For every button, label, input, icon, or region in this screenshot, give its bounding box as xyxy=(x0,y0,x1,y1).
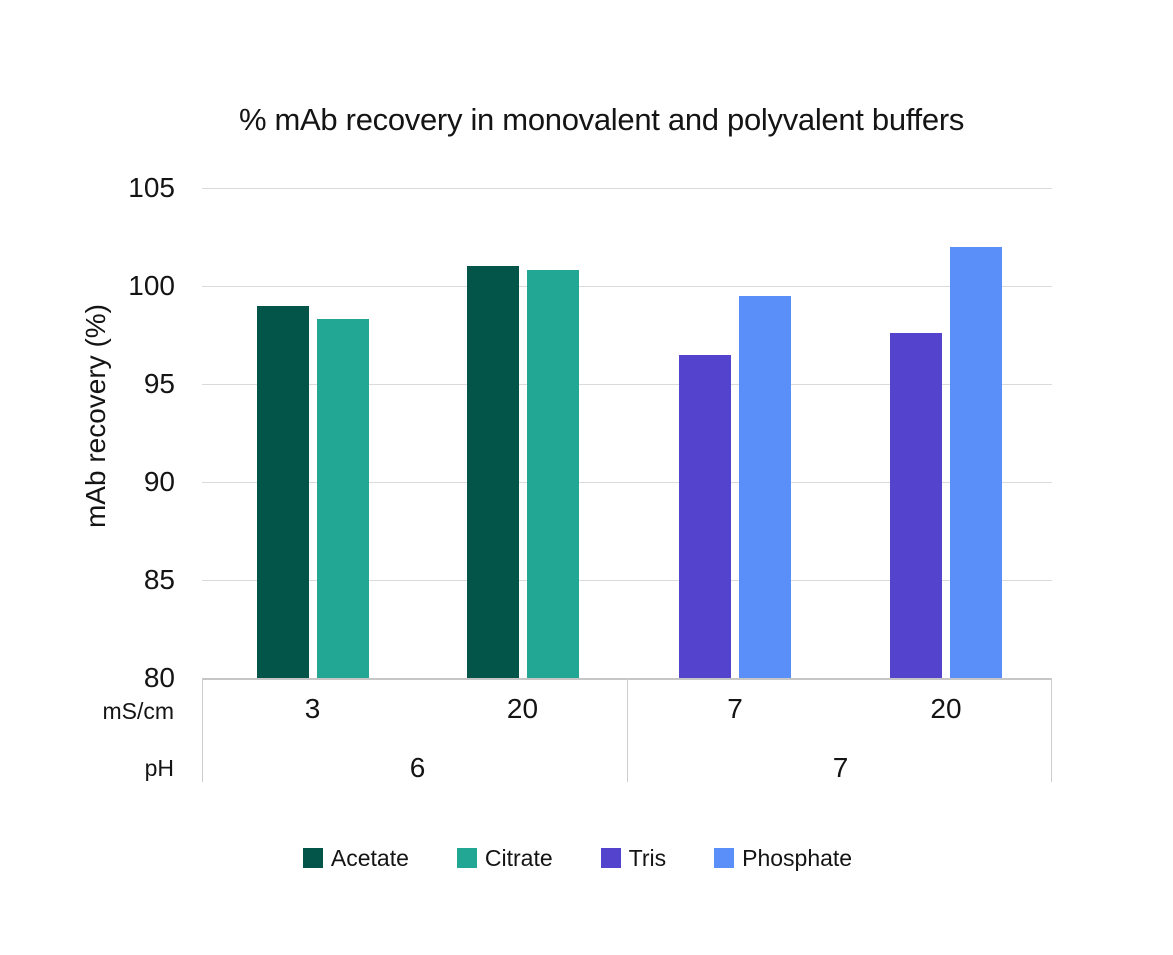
chart-title: % mAb recovery in monovalent and polyval… xyxy=(238,102,965,137)
bar-citrate-group-2 xyxy=(526,270,579,678)
legend-item-phosphate: Phosphate xyxy=(714,845,852,871)
x-axis-row-label-ph: pH xyxy=(144,755,174,781)
bar-tris-group-3 xyxy=(679,354,731,678)
x-axis-ph-value: 6 xyxy=(409,752,426,783)
legend-label-phosphate: Phosphate xyxy=(742,845,853,871)
gridline xyxy=(202,286,1052,287)
bar-citrate-group-1 xyxy=(316,319,369,678)
gridline xyxy=(202,384,1052,385)
y-axis-title: mAb recovery (%) xyxy=(80,303,111,529)
x-axis-mscm-value: 20 xyxy=(506,693,539,724)
legend-swatch-acetate-icon xyxy=(302,848,323,868)
bar-phosphate-group-4 xyxy=(950,246,1002,678)
y-tick-label: 100 xyxy=(128,270,175,301)
legend-label-tris: Tris xyxy=(628,845,667,871)
legend-label-citrate: Citrate xyxy=(484,845,553,871)
x-table-left-border xyxy=(202,678,203,782)
bar-acetate-group-1 xyxy=(256,305,309,678)
x-axis-table: 3 20 7 20 6 7 xyxy=(202,678,1052,783)
x-axis-mscm-value: 20 xyxy=(930,693,962,724)
bar-acetate-group-2 xyxy=(466,266,519,678)
y-tick-label: 80 xyxy=(143,662,175,693)
y-tick-label: 95 xyxy=(143,368,175,399)
gridline xyxy=(202,482,1052,483)
x-table-right-border xyxy=(1051,678,1052,782)
legend-item-tris: Tris xyxy=(600,845,667,871)
y-tick-label: 85 xyxy=(143,564,175,595)
legend-swatch-phosphate-icon xyxy=(714,848,735,868)
legend-swatch-tris-icon xyxy=(600,848,621,868)
gridline xyxy=(202,188,1052,189)
bar-tris-group-4 xyxy=(890,333,942,678)
gridline xyxy=(202,580,1052,581)
legend-swatch-citrate-icon xyxy=(456,848,477,868)
legend-item-acetate: Acetate xyxy=(302,845,409,871)
bar-phosphate-group-3 xyxy=(739,295,791,678)
legend-label-acetate: Acetate xyxy=(330,845,409,871)
x-table-middle-divider xyxy=(627,678,628,782)
x-axis-mscm-value: 3 xyxy=(304,693,321,724)
plot-area xyxy=(202,188,1052,680)
y-tick-label: 105 xyxy=(128,172,175,203)
y-tick-label: 90 xyxy=(143,466,175,497)
x-axis-ph-value: 7 xyxy=(832,752,849,783)
legend: Acetate Citrate Tris Phosphate xyxy=(0,845,1164,871)
legend-item-citrate: Citrate xyxy=(456,845,553,871)
x-axis-row-label-mscm: mS/cm xyxy=(102,698,174,724)
x-axis-mscm-value: 7 xyxy=(727,693,743,724)
